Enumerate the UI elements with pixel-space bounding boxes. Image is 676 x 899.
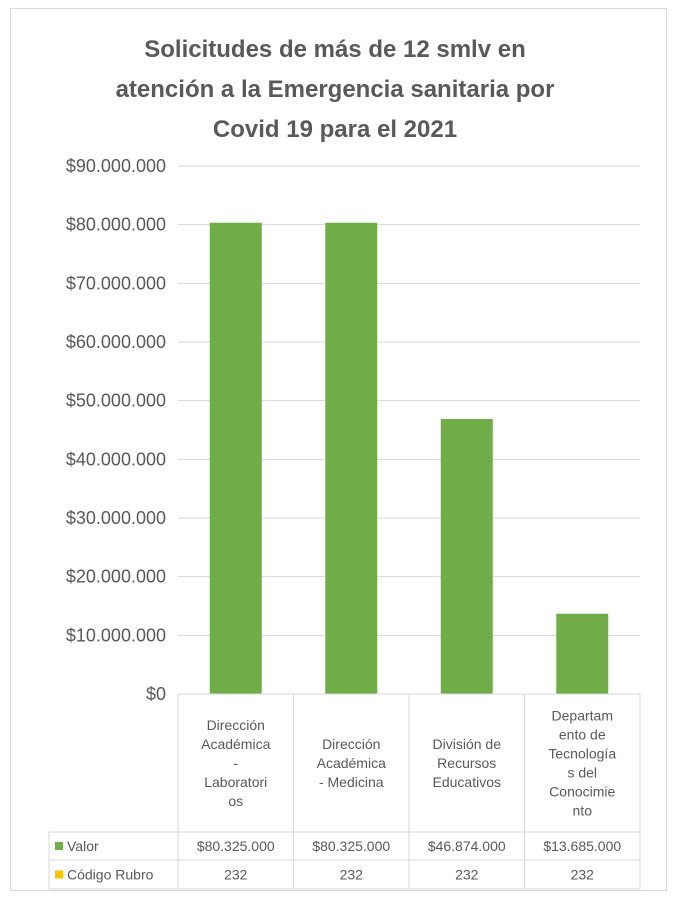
y-tick-label: $60.000.000 <box>66 332 166 352</box>
x-category-label: Dirección <box>207 717 265 733</box>
data-table-value: $80.325.000 <box>312 838 390 854</box>
x-category-label: s del <box>567 765 597 781</box>
x-category-label: Educativos <box>433 774 501 790</box>
x-category-label: ento de <box>559 727 606 743</box>
chart-title-line: Covid 19 para el 2021 <box>212 116 458 143</box>
y-tick-label: $90.000.000 <box>66 156 166 176</box>
data-table-value: 232 <box>455 867 479 883</box>
data-table-value: $80.325.000 <box>197 838 275 854</box>
bar <box>440 419 493 694</box>
data-table-value: $13.685.000 <box>543 838 621 854</box>
y-tick-label: $20.000.000 <box>66 567 166 587</box>
data-table-value: 232 <box>571 867 595 883</box>
y-tick-label: $30.000.000 <box>66 508 166 528</box>
x-category-label: Dirección <box>322 736 380 752</box>
x-category-label: División de <box>433 736 502 752</box>
x-category-label: Departam <box>552 708 613 724</box>
data-table-value: $46.874.000 <box>428 838 506 854</box>
y-tick-label: $80.000.000 <box>66 215 166 235</box>
data-table-value: 232 <box>224 867 248 883</box>
x-category-label: Conocimie <box>549 784 615 800</box>
chart-title-line: Solicitudes de más de 12 smlv en <box>144 36 526 63</box>
chart-title: Solicitudes de más de 12 smlv en atenció… <box>100 30 570 150</box>
y-tick-label: $0 <box>146 684 166 704</box>
x-category-label: Laboratori <box>204 774 267 790</box>
bar <box>556 613 609 694</box>
bar <box>209 222 262 694</box>
data-table-value: 232 <box>340 867 364 883</box>
x-category-label: - Medicina <box>319 774 384 790</box>
legend-swatch <box>55 842 63 850</box>
y-tick-label: $40.000.000 <box>66 449 166 469</box>
legend-swatch <box>55 870 63 879</box>
legend-label: Código Rubro <box>67 867 154 883</box>
x-category-label: nto <box>573 803 593 819</box>
legend-label: Valor <box>67 838 99 854</box>
y-tick-label: $70.000.000 <box>66 273 166 293</box>
x-category-label: os <box>228 793 243 809</box>
x-category-label: - <box>233 755 238 771</box>
chart-title-line: atención a la Emergencia sanitaria por <box>115 76 555 103</box>
x-category-label: Tecnología <box>548 746 616 762</box>
bar <box>325 222 378 694</box>
x-category-label: Recursos <box>437 755 496 771</box>
y-tick-label: $50.000.000 <box>66 391 166 411</box>
x-category-label: Académica <box>201 736 270 752</box>
x-category-label: Académica <box>317 755 386 771</box>
y-tick-label: $10.000.000 <box>66 625 166 645</box>
